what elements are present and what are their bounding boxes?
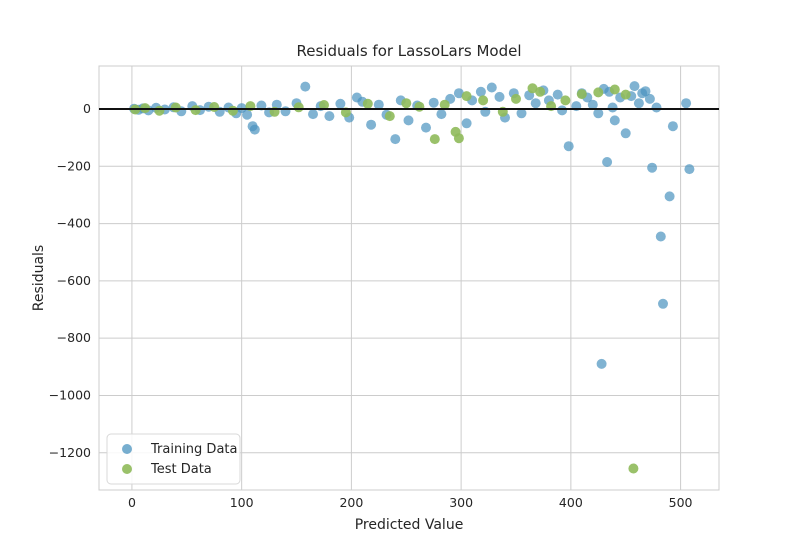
legend-label-test: Test Data bbox=[150, 462, 212, 477]
test-point bbox=[461, 91, 472, 102]
test-point bbox=[453, 133, 464, 144]
test-point bbox=[170, 102, 181, 113]
test-point bbox=[511, 93, 521, 104]
y-tick-label: −200 bbox=[57, 158, 91, 173]
y-tick-label: −600 bbox=[57, 273, 91, 288]
training-point bbox=[428, 97, 439, 108]
test-point bbox=[560, 95, 571, 106]
training-point bbox=[596, 358, 607, 369]
training-point bbox=[300, 81, 311, 92]
training-point bbox=[640, 86, 651, 97]
training-point bbox=[516, 108, 527, 119]
training-point bbox=[557, 105, 568, 116]
test-point bbox=[209, 102, 220, 112]
plot-background bbox=[98, 65, 720, 491]
training-point bbox=[647, 162, 658, 173]
training-point bbox=[530, 98, 541, 109]
training-point bbox=[552, 89, 563, 100]
training-point bbox=[629, 81, 640, 92]
training-point bbox=[620, 128, 631, 139]
legend-label-training: Training Data bbox=[150, 442, 237, 457]
legend-marker-training bbox=[122, 444, 132, 454]
legend-marker-test bbox=[122, 464, 132, 474]
x-tick-label: 300 bbox=[449, 495, 473, 510]
training-point bbox=[602, 157, 613, 167]
y-axis-label: Residuals bbox=[31, 245, 47, 311]
training-point bbox=[633, 98, 644, 109]
training-point bbox=[593, 108, 604, 119]
training-point bbox=[390, 134, 401, 145]
training-point bbox=[249, 124, 260, 135]
training-point bbox=[667, 121, 678, 132]
test-point bbox=[478, 95, 489, 106]
y-tick-label: −800 bbox=[57, 330, 91, 345]
training-point bbox=[242, 109, 253, 120]
training-point bbox=[494, 91, 505, 102]
training-point bbox=[658, 298, 668, 309]
training-point bbox=[335, 98, 346, 109]
test-point bbox=[527, 83, 538, 94]
training-point bbox=[403, 115, 414, 126]
training-point bbox=[681, 98, 692, 109]
x-tick-label: 100 bbox=[230, 495, 254, 510]
test-point bbox=[628, 463, 639, 474]
training-point bbox=[453, 88, 464, 99]
test-point bbox=[576, 89, 587, 100]
y-tick-label: −400 bbox=[57, 216, 91, 231]
training-point bbox=[366, 119, 377, 130]
data-points bbox=[129, 81, 695, 474]
training-point bbox=[563, 141, 574, 152]
training-point bbox=[644, 93, 655, 104]
legend-box bbox=[106, 433, 241, 485]
x-tick-label: 200 bbox=[339, 495, 363, 510]
legend: Training Data Test Data bbox=[106, 433, 241, 485]
training-point bbox=[684, 164, 695, 175]
x-tick-label: 400 bbox=[559, 495, 583, 510]
test-point bbox=[319, 100, 329, 110]
training-point bbox=[461, 118, 472, 129]
test-point bbox=[362, 98, 373, 109]
test-point bbox=[620, 89, 631, 100]
training-point bbox=[324, 111, 335, 122]
test-point bbox=[293, 102, 304, 113]
x-tick-label: 0 bbox=[128, 495, 136, 510]
test-point bbox=[401, 98, 412, 109]
test-point bbox=[429, 134, 440, 145]
training-point bbox=[436, 109, 447, 120]
test-point bbox=[190, 105, 201, 116]
training-point bbox=[607, 102, 618, 113]
training-point bbox=[655, 231, 666, 242]
test-point bbox=[384, 111, 395, 122]
chart-title: Residuals for LassoLars Model bbox=[296, 42, 521, 60]
test-point bbox=[535, 86, 546, 97]
y-tick-label: −1000 bbox=[49, 387, 91, 402]
training-point bbox=[486, 82, 497, 93]
training-point bbox=[587, 99, 598, 110]
training-point bbox=[308, 109, 318, 120]
training-point bbox=[475, 86, 486, 97]
training-point bbox=[373, 99, 384, 110]
test-point bbox=[227, 105, 238, 116]
training-point bbox=[421, 122, 431, 133]
training-point bbox=[651, 102, 662, 113]
y-tick-label: −1200 bbox=[49, 445, 91, 460]
test-point bbox=[593, 87, 604, 98]
test-point bbox=[439, 99, 450, 110]
training-point bbox=[664, 191, 675, 202]
x-axis-label: Predicted Value bbox=[355, 517, 464, 533]
y-tick-label: 0 bbox=[83, 101, 91, 116]
test-point bbox=[154, 105, 165, 116]
tick-labels: 0 100 200 300 400 500 0 −200 −400 −600 −800 −1000 −1… bbox=[49, 101, 693, 510]
training-point bbox=[609, 115, 620, 126]
test-point bbox=[609, 84, 620, 95]
test-point bbox=[414, 101, 425, 112]
x-tick-label: 500 bbox=[669, 495, 693, 510]
training-point bbox=[280, 106, 291, 117]
